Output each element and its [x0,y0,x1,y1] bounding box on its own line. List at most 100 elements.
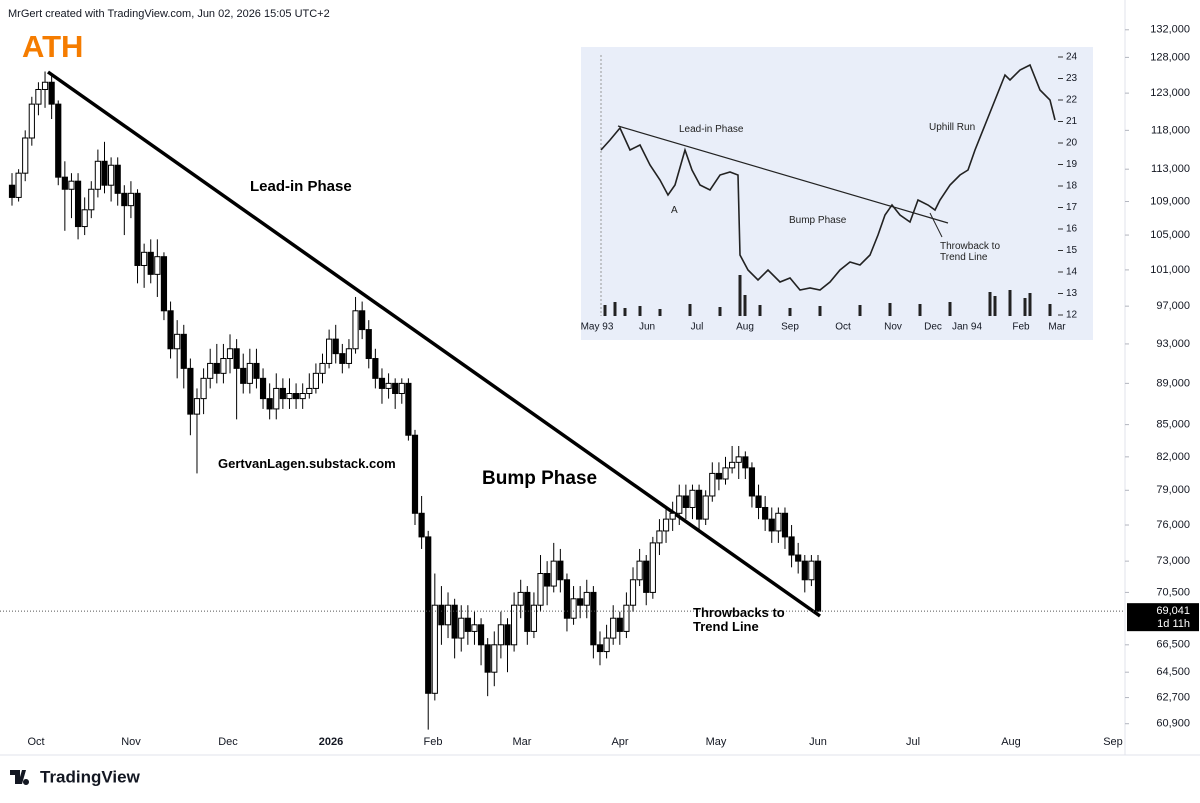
candle-body [15,172,22,198]
candle-body [94,160,101,190]
inset-y-label: 12 [1066,310,1078,321]
candle-body [669,512,676,520]
candle-body [497,624,504,646]
candle-body [411,434,419,514]
candle-body [477,624,485,646]
candle-body [8,184,16,198]
candle-body [345,348,353,364]
candle-body [550,560,557,587]
price-tag [1127,603,1199,632]
candle-body [160,256,168,312]
candle-body [127,192,135,207]
inset-y-label: 18 [1066,181,1078,192]
candle-body [286,393,293,400]
candle-body [610,617,617,639]
candle-body [537,573,544,606]
candle-body [524,591,531,632]
candle-body [451,604,458,639]
inset-annotation: Bump Phase [789,215,847,226]
candle-body [695,489,703,520]
x-tick-label: Feb [424,736,443,748]
trend-line [46,70,822,618]
inset-y-label: 23 [1066,73,1078,84]
candle-body [180,333,187,369]
candle-body [273,387,280,410]
y-tick-label: 66,500 [1156,639,1190,651]
candle-body [279,387,286,400]
candle-body [392,382,399,395]
candle-body [22,137,29,174]
y-tick-label: 105,000 [1150,229,1190,241]
candle-body [365,329,372,360]
candle-body [742,456,749,469]
x-tick-label: Nov [121,736,141,748]
candle-body [405,382,412,436]
candle-body [88,188,95,211]
candle-body [398,382,405,395]
candle-body [814,560,822,612]
inset-annotation: Throwback to Trend Line [940,241,1001,263]
candle-body [101,160,108,186]
x-tick-label: Oct [27,736,44,748]
y-tick-label: 128,000 [1150,51,1190,63]
inset-trend-line [617,125,949,224]
inset-x-label: Mar [1048,322,1066,333]
y-tick-label: 101,000 [1150,264,1190,276]
inset-y-label: 13 [1066,288,1078,299]
y-tick-label: 89,000 [1156,377,1190,389]
candle-body [306,387,313,395]
candle-body [788,536,795,556]
candle-body [596,644,604,653]
candle-body [266,398,273,410]
y-tick-label: 118,000 [1151,124,1190,136]
candle-body [781,512,789,538]
annotation: Lead-in Phase [250,178,352,195]
candle-body [570,598,577,619]
candle-body [577,598,584,606]
candle-body [253,362,260,379]
candle-body [636,560,643,581]
candle-body [121,192,128,207]
candle-body [801,560,808,581]
candle-body [61,176,68,190]
candle-body [200,377,207,400]
x-tick-label: Dec [218,736,238,748]
candle-body [583,591,590,606]
inset-annotation: Uphill Run [929,122,976,133]
candle-body [207,362,214,379]
header: MrGert created with TradingView.com, Jun… [8,8,330,20]
candle-body [154,256,161,275]
candle-body [240,367,247,384]
candle-body [464,617,471,632]
candle-body [167,310,174,350]
inset-y-label: 14 [1066,267,1078,278]
candle-body [444,604,452,626]
candle-body [729,461,736,469]
inset-annotation: Lead-in Phase [679,124,744,135]
inset-y-label: 21 [1066,116,1078,127]
y-tick-label: 113,000 [1151,163,1190,175]
inset-x-label: Sep [781,322,799,333]
inset-x-label: Jun [639,322,655,333]
candle-body [775,512,782,532]
candle-body [193,398,201,415]
candle-body [491,644,498,673]
inset-y-label: 19 [1066,159,1078,170]
y-tick-label: 70,500 [1156,586,1190,598]
y-tick-label: 73,000 [1156,555,1190,567]
candle-body [312,372,320,389]
y-tick-label: 97,000 [1156,300,1190,312]
candle-body [220,358,227,374]
candle-body [438,604,445,626]
inset-y-label: 20 [1066,138,1078,149]
inset-x-label: Jul [691,322,704,333]
inset-price [600,63,1056,291]
inset-volume [603,275,1052,316]
candle-body [517,591,524,606]
candle-body [74,180,82,228]
x-tick-label: May [706,736,727,748]
inset-x-label: Aug [736,322,754,333]
inset-x-label: Dec [924,322,942,333]
candle-body [709,472,716,497]
